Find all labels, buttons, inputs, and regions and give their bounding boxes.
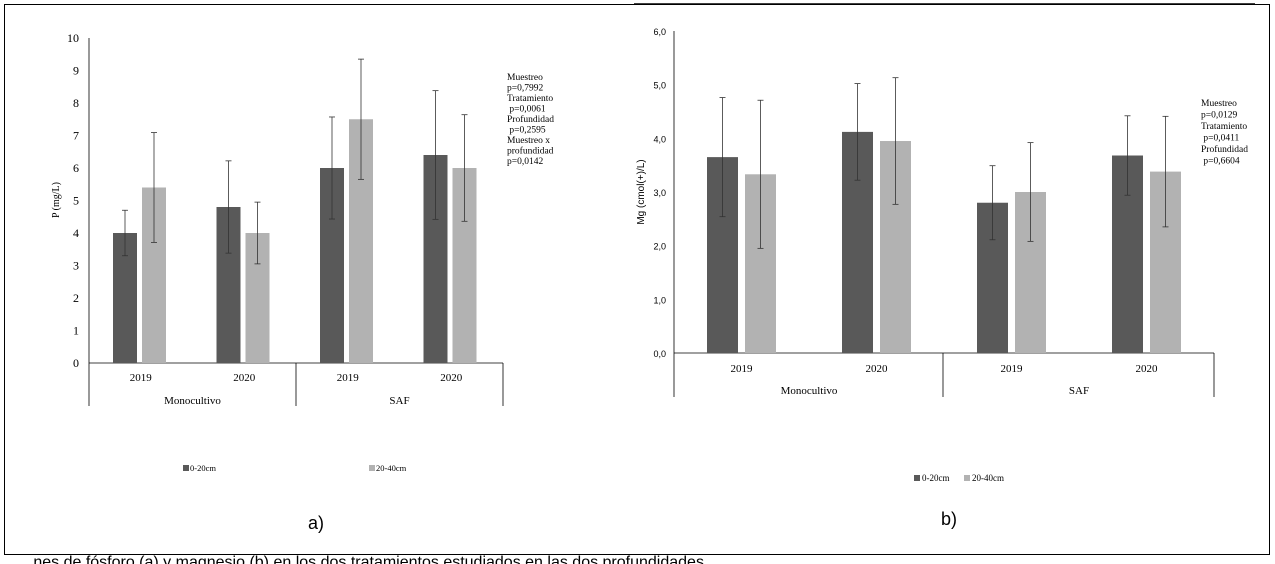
chart-panel-b: 0,0 1,0 2,0 3,0 4,0 5,0 6,0 Mg (cmol(+)/L) 2019 2… [636, 27, 1248, 529]
legend-label: 20-40cm [972, 473, 1004, 483]
stats-annotation-line: Muestreo [507, 73, 543, 83]
y-tick-label: 3,0 [653, 188, 666, 198]
panel-label: a) [308, 513, 324, 533]
legend-swatch-0-20cm [183, 465, 189, 471]
x-tick-label-year: 2020 [233, 372, 256, 384]
stats-annotation-line: Muestreo x [507, 136, 550, 146]
stats-annotation-line: Profundidad [1201, 144, 1248, 155]
x-group-label: Monocultivo [781, 385, 838, 397]
y-tick-label: 6 [73, 161, 79, 175]
legend-swatch-0-20cm [914, 475, 920, 481]
y-tick-label: 8 [73, 96, 79, 110]
stats-annotation-line: p=0,2595 [507, 126, 546, 136]
stats-annotation-line: Muestreo [1201, 99, 1237, 109]
y-tick-label: 4 [73, 226, 79, 240]
y-tick-label: 0,0 [653, 349, 666, 359]
y-axis-label: P (mg/L) [51, 182, 62, 218]
legend-label: 0-20cm [922, 473, 950, 483]
legend-swatch-20-40cm [369, 465, 375, 471]
chart-panel-a: 0 1 2 3 4 5 6 7 8 9 10 P (mg/L) 2019 2020 2019 2020 Mono… [51, 31, 554, 533]
stats-annotation-line: p=0,6604 [1201, 157, 1240, 167]
caption-fragment: ...nes de fósforo (a) y magnesio (b) en … [20, 554, 718, 564]
stats-annotation-line: p=0,0142 [507, 157, 543, 167]
stats-annotation-line: Profundidad [507, 114, 554, 125]
stats-annotation-line: p=0,0129 [1201, 111, 1237, 121]
stats-annotation-line: p=0,0061 [507, 105, 546, 115]
x-group-label: Monocultivo [164, 395, 221, 407]
legend-label: 20-40cm [376, 463, 407, 473]
x-group-label: SAF [1069, 385, 1089, 397]
y-tick-label: 5 [73, 194, 79, 208]
y-tick-label: 4,0 [653, 134, 666, 144]
x-tick-label-year: 2019 [337, 372, 360, 384]
y-tick-label: 3 [73, 259, 79, 273]
x-tick-label-year: 2020 [866, 363, 889, 375]
stats-annotation-line: Tratamiento [1201, 122, 1247, 132]
y-tick-label: 5,0 [653, 81, 666, 91]
y-axis-label: Mg (cmol(+)/L) [636, 159, 647, 224]
x-group-label: SAF [389, 395, 409, 407]
x-tick-label-year: 2019 [1001, 363, 1024, 375]
y-tick-label: 0 [73, 356, 79, 370]
y-tick-label: 10 [67, 31, 79, 45]
stats-annotation-line: Tratamiento [507, 94, 553, 104]
y-tick-label: 9 [73, 64, 79, 78]
legend-swatch-20-40cm [964, 475, 970, 481]
stats-annotation-line: profundidad [507, 146, 554, 157]
y-tick-label: 7 [73, 129, 79, 143]
x-tick-label-year: 2019 [130, 372, 153, 384]
panel-label: b) [941, 509, 957, 529]
x-tick-label-year: 2020 [440, 372, 463, 384]
stats-annotation-line: p=0,7992 [507, 84, 543, 94]
x-tick-label-year: 2019 [731, 363, 754, 375]
x-tick-label-year: 2020 [1136, 363, 1159, 375]
y-tick-label: 2 [73, 291, 79, 305]
stats-annotation-line: p=0,0411 [1201, 134, 1240, 144]
legend-label: 0-20cm [190, 463, 216, 473]
y-tick-label: 1,0 [653, 295, 666, 305]
y-tick-label: 2,0 [653, 242, 666, 252]
y-tick-label: 1 [73, 324, 79, 338]
y-tick-label: 6,0 [653, 27, 666, 37]
